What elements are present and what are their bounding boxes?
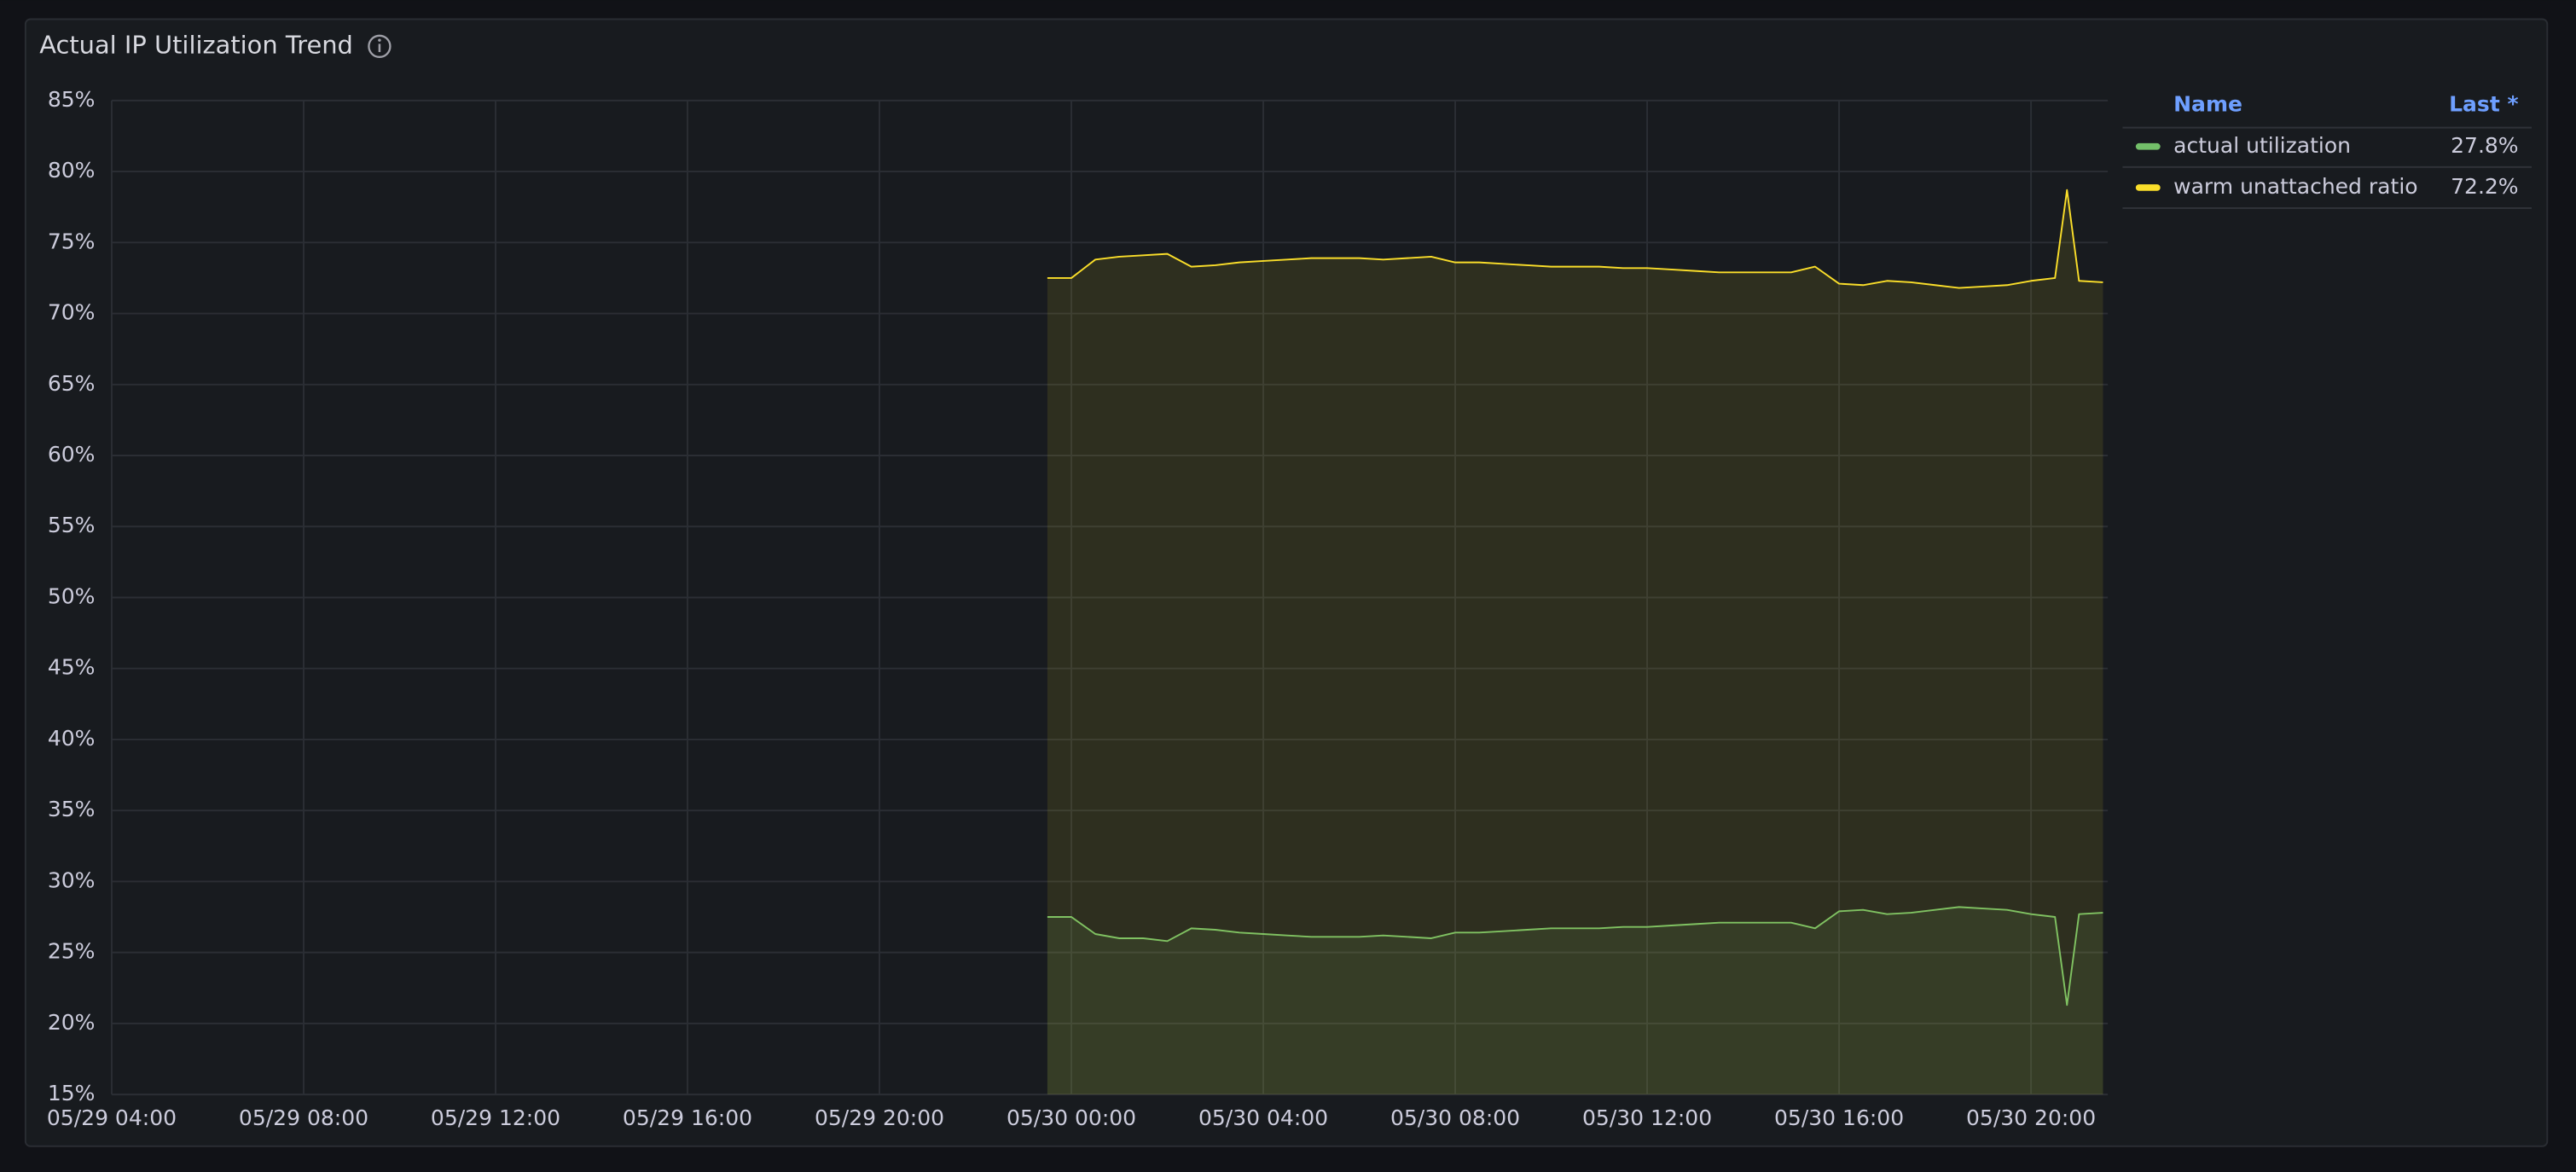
x-tick-label: 05/30 08:00 — [1390, 1105, 1520, 1130]
series-line — [1047, 906, 2103, 1007]
x-tick-label: 05/29 04:00 — [47, 1105, 177, 1130]
legend-last: 72.2% — [2451, 174, 2518, 199]
x-tick-label: 05/30 16:00 — [1774, 1105, 1904, 1130]
y-tick-label: 45% — [48, 655, 96, 680]
y-tick-label: 55% — [48, 513, 96, 537]
x-tick-label: 05/30 20:00 — [1966, 1105, 2096, 1130]
panel — [24, 18, 2549, 1147]
y-tick-label: 40% — [48, 726, 96, 751]
legend-swatch — [2135, 184, 2161, 191]
y-tick-label: 60% — [48, 442, 96, 467]
area-fill — [1047, 189, 2103, 1095]
legend-name[interactable]: warm unattached ratio — [2173, 174, 2417, 199]
y-tick-label: 20% — [48, 1010, 96, 1035]
series-line — [1047, 189, 2103, 289]
y-tick-label: 30% — [48, 867, 96, 892]
y-tick-label: 65% — [48, 371, 96, 396]
legend-name[interactable]: actual utilization — [2173, 133, 2351, 158]
legend-header: Name — [2173, 92, 2242, 117]
x-tick-label: 05/30 04:00 — [1198, 1105, 1328, 1130]
y-tick-label: 50% — [48, 583, 96, 608]
x-tick-label: 05/29 12:00 — [431, 1105, 560, 1130]
y-tick-label: 85% — [48, 87, 96, 112]
y-tick-label: 80% — [48, 158, 96, 183]
info-icon[interactable] — [368, 34, 392, 58]
y-tick-label: 70% — [48, 300, 96, 325]
area-fill — [1047, 907, 2103, 1095]
y-tick-label: 15% — [48, 1081, 96, 1105]
y-tick-label: 75% — [48, 229, 96, 253]
x-tick-label: 05/29 20:00 — [815, 1105, 944, 1130]
x-tick-label: 05/30 12:00 — [1582, 1105, 1712, 1130]
x-tick-label: 05/30 00:00 — [1007, 1105, 1136, 1130]
legend-swatch — [2135, 142, 2161, 150]
x-tick-label: 05/29 16:00 — [623, 1105, 752, 1130]
legend-last: 27.8% — [2451, 133, 2518, 158]
legend-header: Last * — [2449, 92, 2518, 117]
y-tick-label: 35% — [48, 797, 96, 821]
x-tick-label: 05/29 08:00 — [239, 1105, 368, 1130]
y-tick-label: 25% — [48, 939, 96, 964]
chart-title: Actual IP Utilization Trend — [39, 30, 353, 59]
